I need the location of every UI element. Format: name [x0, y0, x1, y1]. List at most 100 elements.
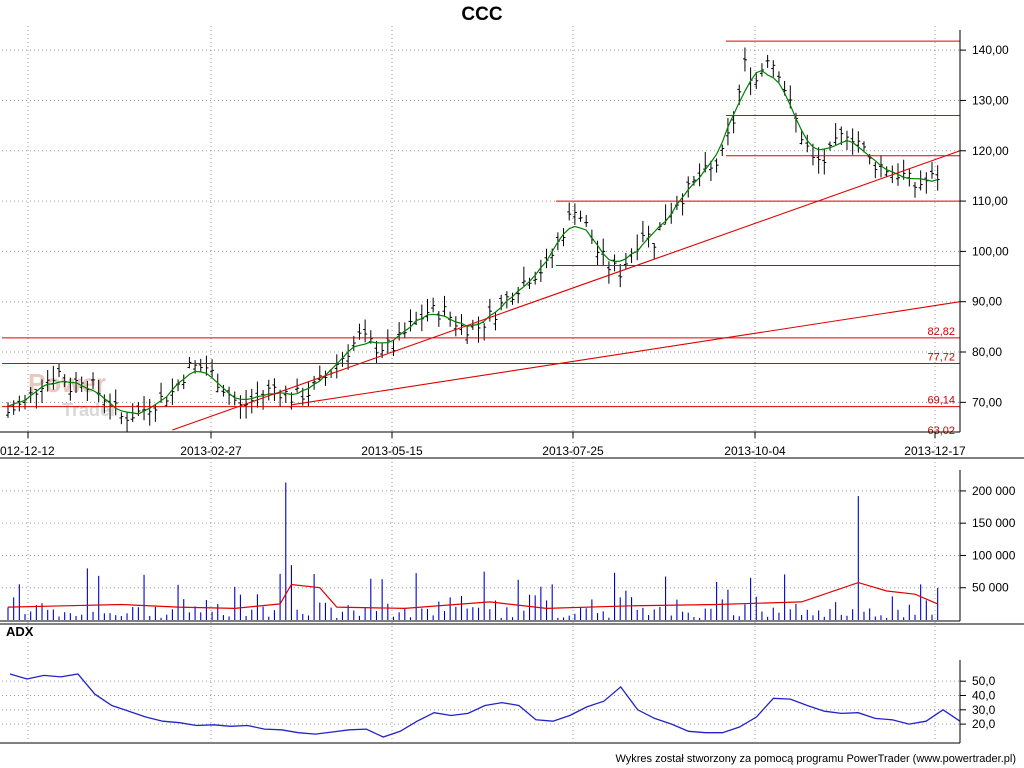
price-bar-11 — [68, 377, 73, 401]
price-bar-28 — [164, 396, 169, 407]
price-bar-6 — [40, 379, 45, 403]
volume-y-label-1: 100 000 — [972, 548, 1016, 562]
price-bar-80 — [459, 314, 464, 335]
price-bar-136 — [776, 71, 781, 83]
powertrader-watermark: Power Trader — [28, 368, 117, 420]
volume-y-label-2: 150 000 — [972, 516, 1016, 530]
price-bar-92 — [527, 277, 532, 289]
price-bar-134 — [765, 54, 770, 68]
price-y-label-0: 70,00 — [972, 395, 1002, 409]
price-bar-100 — [572, 203, 577, 225]
price-bar-49 — [283, 385, 288, 403]
level-label-6: 77,72 — [927, 351, 955, 363]
price-bar-75 — [431, 297, 436, 313]
price-bar-146 — [833, 123, 838, 145]
price-bar-44 — [255, 381, 260, 408]
price-bar-107 — [612, 254, 617, 272]
price-y-label-5: 120,00 — [972, 144, 1009, 158]
price-bar-61 — [351, 335, 356, 351]
price-bar-127 — [725, 117, 730, 146]
price-bar-24 — [142, 396, 147, 421]
watermark-line2: Trader — [62, 400, 117, 420]
price-bar-29 — [170, 378, 175, 406]
price-bar-126 — [720, 144, 725, 157]
price-bar-125 — [714, 158, 719, 173]
price-bar-76 — [436, 311, 441, 327]
price-y-label-3: 100,00 — [972, 244, 1009, 258]
adx-y-label-0: 20,0 — [972, 717, 996, 731]
price-bar-145 — [827, 141, 832, 151]
price-bar-93 — [533, 271, 538, 285]
level-label-5: 82,82 — [927, 326, 955, 338]
price-bar-155 — [884, 166, 889, 178]
adx-y-label-2: 40,0 — [972, 688, 996, 702]
price-bar-112 — [640, 220, 645, 243]
x-tick-label-4: 2013-10-04 — [724, 444, 786, 458]
footer-credit: Wykres został stworzony za pomocą progra… — [615, 753, 1016, 765]
price-bar-36 — [210, 359, 215, 378]
moving-average-line — [7, 69, 938, 415]
price-bar-79 — [453, 316, 458, 337]
price-bar-150 — [856, 131, 861, 153]
price-bar-153 — [873, 161, 878, 179]
price-bar-132 — [754, 71, 759, 90]
price-y-label-4: 110,00 — [972, 194, 1008, 208]
price-bar-91 — [521, 266, 526, 287]
price-bar-17 — [102, 394, 107, 414]
price-bar-143 — [816, 147, 821, 174]
price-bar-27 — [159, 382, 164, 403]
level-label-63: 63,02 — [927, 425, 955, 437]
price-bar-120 — [686, 176, 691, 198]
price-bar-149 — [850, 128, 855, 155]
price-y-label-6: 130,00 — [972, 93, 1009, 107]
price-bar-65 — [374, 340, 379, 364]
price-bar-32 — [187, 356, 192, 369]
price-bar-0 — [6, 402, 10, 418]
level-label-7: 69,14 — [927, 395, 955, 407]
price-bar-108 — [618, 263, 623, 288]
price-bar-67 — [385, 329, 390, 353]
price-bar-9 — [57, 363, 62, 378]
adx-title: ADX — [6, 624, 34, 639]
price-bar-133 — [759, 63, 764, 77]
price-bar-124 — [708, 160, 713, 181]
price-y-label-1: 80,00 — [972, 345, 1002, 359]
price-bar-147 — [839, 126, 844, 145]
trend-line-1 — [291, 301, 961, 406]
x-tick-label-1: 2013-02-27 — [180, 444, 242, 458]
price-bar-58 — [334, 354, 339, 379]
axes: 012-12-12 2013-02-27 2013-05-15 2013-07-25 2… — [0, 30, 1024, 744]
adx-line — [9, 673, 961, 738]
volume-panel — [7, 482, 939, 620]
price-bar-161 — [918, 170, 923, 191]
price-bar-54 — [312, 375, 317, 390]
price-bar-130 — [742, 47, 747, 72]
chart-title: CCC — [461, 4, 502, 25]
grid-lines — [2, 26, 960, 742]
price-bar-38 — [221, 384, 226, 397]
price-bar-25 — [147, 398, 152, 426]
price-bar-26 — [153, 404, 158, 422]
price-bar-98 — [561, 228, 566, 247]
price-bar-101 — [578, 210, 583, 222]
price-bar-89 — [510, 292, 515, 305]
price-bar-7 — [45, 370, 50, 392]
price-bar-164 — [935, 165, 940, 191]
price-bar-140 — [799, 130, 804, 145]
price-bar-109 — [623, 252, 628, 269]
price-bar-160 — [913, 181, 917, 198]
volume-y-label-0: 50 000 — [972, 581, 1009, 595]
price-bar-162 — [924, 172, 929, 194]
price-bar-71 — [408, 309, 413, 332]
watermark-line1: Power — [28, 368, 106, 398]
price-bar-56 — [323, 370, 328, 386]
price-bar-114 — [652, 243, 657, 260]
x-tick-label-5: 2013-12-17 — [904, 444, 966, 458]
adx-panel — [9, 673, 961, 738]
price-bar-94 — [538, 259, 543, 282]
price-bar-163 — [930, 161, 935, 179]
price-bar-141 — [805, 134, 810, 153]
x-tick-label-3: 2013-07-25 — [542, 444, 604, 458]
price-bar-1 — [11, 400, 16, 415]
